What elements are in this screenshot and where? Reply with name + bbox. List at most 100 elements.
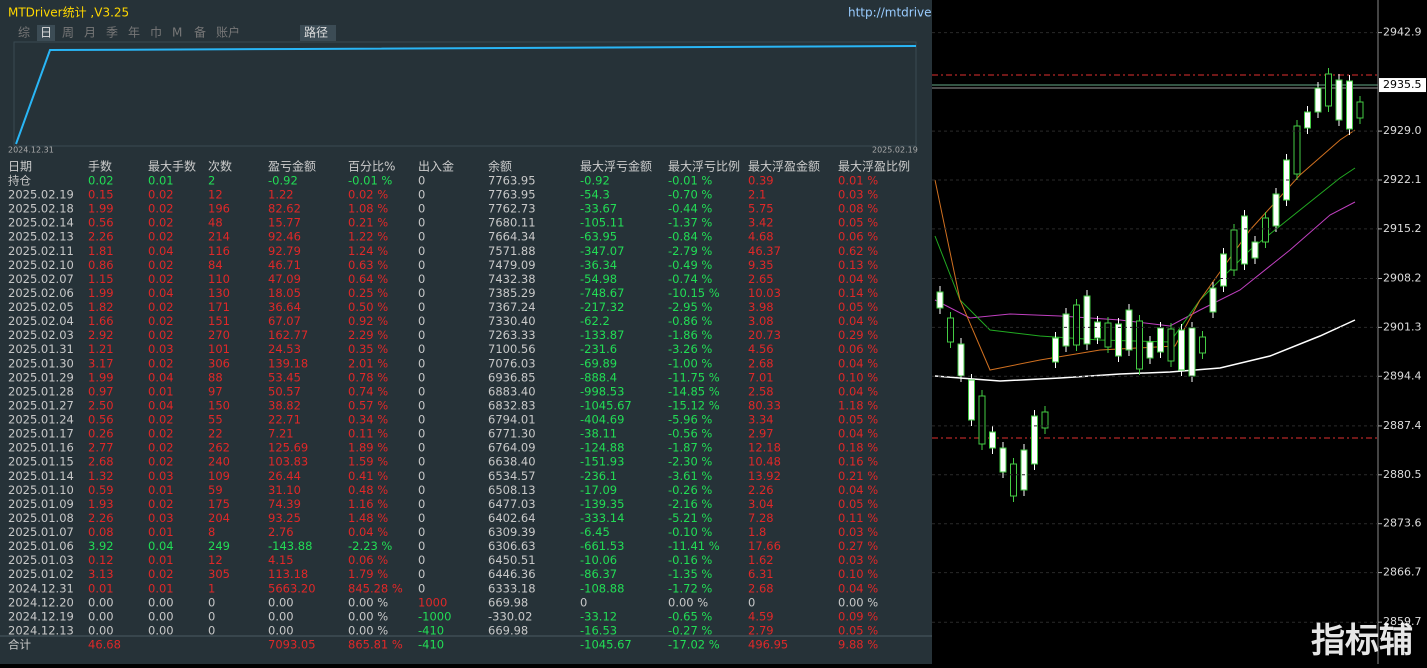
table-cell: 97 — [208, 384, 223, 398]
table-cell: 6.31 — [748, 567, 774, 581]
table-cell: 7100.56 — [488, 342, 536, 356]
table-cell: 3.42 — [748, 216, 774, 230]
table-cell: 0 — [418, 314, 425, 328]
table-cell: 130 — [208, 286, 230, 300]
table-cell: 0 — [418, 483, 425, 497]
table-cell: -105.11 — [580, 216, 624, 230]
table-cell: 92.46 — [268, 230, 301, 244]
table-cell: 0 — [418, 384, 425, 398]
table-cell: 0.92 % — [348, 314, 388, 328]
table-cell: -1045.67 — [580, 398, 632, 412]
table-cell: 0.00 — [268, 595, 294, 609]
table-cell: 2025.01.03 — [8, 553, 74, 567]
table-cell: 0.05 % — [838, 623, 878, 637]
tab[interactable]: 巾 — [150, 26, 162, 40]
y-tick-label: 2908.2 — [1383, 271, 1422, 284]
table-cell: 0 — [208, 623, 215, 637]
table-cell: 2025.01.29 — [8, 370, 74, 384]
table-cell: 0.34 % — [348, 413, 388, 427]
table-cell: 6450.51 — [488, 553, 536, 567]
table-cell: 2.79 — [748, 623, 774, 637]
y-tick-label: 2859.7 — [1383, 615, 1422, 628]
table-cell: -133.87 — [580, 328, 624, 342]
table-cell: 2.68 — [88, 455, 114, 469]
table-cell: 2.26 — [748, 483, 774, 497]
table-cell: 1.89 % — [348, 441, 388, 455]
table-cell: 7330.40 — [488, 314, 536, 328]
table-cell: -0.01 % — [668, 174, 712, 188]
tab[interactable]: 日 — [40, 26, 52, 40]
table-cell: -2.23 % — [348, 539, 392, 553]
table-cell: 7093.05 — [268, 638, 316, 652]
table-cell: 17.66 — [748, 539, 781, 553]
tab[interactable]: 年 — [128, 26, 140, 40]
table-cell: 0.41 % — [348, 469, 388, 483]
tab[interactable]: 备 — [194, 26, 206, 40]
candle-body — [1314, 87, 1322, 113]
table-cell: -231.6 — [580, 342, 617, 356]
table-cell: 0.11 % — [348, 427, 388, 441]
table-cell: 0.29 % — [838, 328, 878, 342]
table-cell: 2024.12.13 — [8, 623, 74, 637]
table-cell: -2.95 % — [668, 300, 712, 314]
price-axis — [1378, 0, 1427, 664]
tab[interactable]: 综 — [18, 26, 30, 40]
table-cell: 2024.12.31 — [8, 581, 74, 595]
table-cell: 0.64 % — [348, 272, 388, 286]
table-cell: 262 — [208, 441, 230, 455]
url[interactable]: http://mtdriver.cn — [848, 6, 953, 20]
table-cell: 496.95 — [748, 638, 788, 652]
table-cell: 162.77 — [268, 328, 308, 342]
tab[interactable]: 账户 — [216, 25, 240, 40]
table-cell: 0.86 — [88, 258, 114, 272]
table-cell: 7076.03 — [488, 356, 536, 370]
table-cell: 46.71 — [268, 258, 301, 272]
table-cell: 2.26 — [88, 511, 114, 525]
table-cell: 2.68 — [748, 581, 774, 595]
table-cell: 2025.01.08 — [8, 511, 74, 525]
table-cell: 0.03 — [148, 342, 174, 356]
table-cell: 305 — [208, 567, 230, 581]
table-cell: -139.35 — [580, 497, 624, 511]
tab[interactable]: 周 — [62, 26, 74, 40]
table-cell: 2025.01.06 — [8, 539, 74, 553]
table-cell: 2025.02.19 — [8, 188, 74, 202]
table-cell: 240 — [208, 455, 230, 469]
tab[interactable]: 路径 — [304, 25, 328, 40]
table-cell: 0.02 — [148, 328, 174, 342]
column-header: 出入金 — [418, 159, 454, 174]
moving-average — [934, 201, 1356, 327]
table-cell: 0.05 % — [838, 216, 878, 230]
table-cell: 0.02 — [148, 413, 174, 427]
table-cell: -0.01 % — [348, 174, 392, 188]
table-cell: -1045.67 — [580, 638, 632, 652]
tab[interactable]: M — [172, 26, 182, 40]
candle-body — [1167, 328, 1175, 362]
table-cell: 0 — [208, 609, 215, 623]
table-cell: 88 — [208, 370, 223, 384]
table-cell: 1.24 % — [348, 244, 388, 258]
table-cell: 0.14 % — [838, 286, 878, 300]
table-cell: 0 — [418, 216, 425, 230]
table-cell: -0.92 — [268, 174, 298, 188]
table-cell: 0 — [418, 370, 425, 384]
table-cell: 0.74 % — [348, 384, 388, 398]
table-cell: 0.03 — [148, 469, 174, 483]
column-header: 最大手数 — [148, 159, 196, 174]
table-cell: 1.22 % — [348, 230, 388, 244]
table-cell: 48 — [208, 216, 223, 230]
table-cell: 15.77 — [268, 216, 301, 230]
table-cell: 80.33 — [748, 398, 781, 412]
table-cell: 0 — [418, 511, 425, 525]
tab[interactable]: 月 — [84, 26, 96, 40]
table-cell: -1.87 % — [668, 441, 712, 455]
tab-active — [300, 25, 336, 41]
table-cell: -5.96 % — [668, 413, 712, 427]
table-cell: 31.10 — [268, 483, 301, 497]
table-cell: 0.39 — [748, 174, 774, 188]
table-cell: -38.11 — [580, 427, 617, 441]
table-cell: 0.16 % — [838, 455, 878, 469]
tab[interactable]: 季 — [106, 26, 118, 40]
table-cell: -10.06 — [580, 553, 617, 567]
moving-average — [934, 319, 1356, 382]
